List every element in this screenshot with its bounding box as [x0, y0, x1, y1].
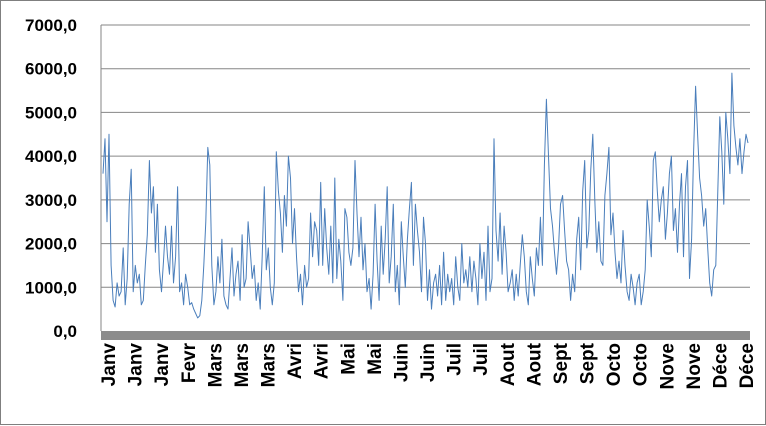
x-tick-label: Janv [126, 343, 147, 387]
x-tick-label: Déce [710, 343, 731, 388]
x-tick-label: Mars [205, 343, 226, 387]
x-tick-label: Mai [365, 343, 386, 375]
x-tick-label: Déce [737, 343, 758, 388]
x-tick-label: Sept [551, 342, 572, 384]
y-tick-label: 6000,0 [25, 60, 77, 79]
y-tick-label: 0,0 [53, 322, 77, 341]
x-tick-label: Nove [657, 343, 678, 389]
x-tick-label: Mars [232, 343, 253, 387]
x-tick-label: Janv [152, 343, 173, 387]
series-line [102, 72, 749, 319]
x-tick-label: Fevr [179, 342, 200, 383]
x-tick-label: Octo [604, 343, 625, 386]
y-tick-label: 7000,0 [25, 16, 77, 35]
x-tick-label: Juin [418, 343, 439, 382]
x-tick-label: Juin [391, 343, 412, 382]
y-tick-label: 5000,0 [25, 103, 77, 122]
x-tick-label: Mai [338, 343, 359, 375]
x-tick-label: Avri [312, 343, 333, 379]
x-tick-label: Sept [578, 342, 599, 384]
x-tick-label: Mars [259, 343, 280, 387]
x-tick-label: Juil [445, 343, 466, 376]
y-tick-label: 4000,0 [25, 147, 77, 166]
x-tick-label: Aout [524, 342, 545, 386]
y-tick-label: 3000,0 [25, 191, 77, 210]
x-tick-label: Octo [631, 343, 652, 386]
x-tick-label: Nove [684, 343, 705, 389]
y-tick-label: 2000,0 [25, 235, 77, 254]
x-tick-label: Aout [498, 342, 519, 386]
y-tick-label: 1000,0 [25, 278, 77, 297]
x-tick-label: Avri [285, 343, 306, 379]
plot-floor [101, 331, 750, 340]
x-tick-label: Juil [471, 343, 492, 376]
x-tick-label: Janv [99, 343, 120, 387]
